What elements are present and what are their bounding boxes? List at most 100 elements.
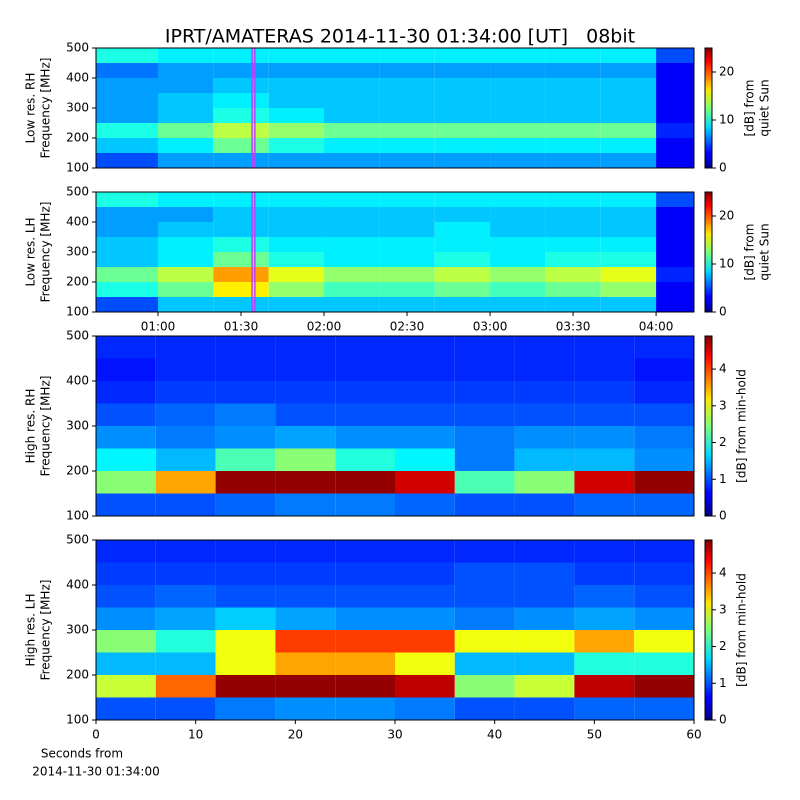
heatmap-cell bbox=[96, 297, 158, 312]
heatmap-cell bbox=[268, 108, 325, 123]
heatmap-cell bbox=[545, 297, 601, 312]
colorbar-label: [dB] from min-hold bbox=[735, 369, 749, 483]
heatmap-cell bbox=[157, 207, 214, 222]
heatmap-cell bbox=[155, 448, 216, 471]
y-tick-label: 100 bbox=[66, 161, 89, 175]
heatmap-cell bbox=[454, 562, 515, 585]
heatmap-cell bbox=[157, 237, 214, 252]
colorbar-tick-label: 1 bbox=[719, 676, 727, 690]
colorbar-tick-label: 2 bbox=[719, 435, 727, 449]
heatmap-cell bbox=[454, 336, 515, 359]
heatmap-cell bbox=[434, 282, 491, 297]
x-tick-label: 0 bbox=[92, 728, 100, 742]
heatmap-cell bbox=[514, 493, 575, 516]
heatmap-cell bbox=[454, 448, 515, 471]
y-tick-label: 400 bbox=[66, 71, 89, 85]
heatmap-cell bbox=[215, 607, 276, 630]
heatmap-cell bbox=[454, 652, 515, 675]
heatmap-cell bbox=[574, 652, 635, 675]
heatmap-cell bbox=[215, 426, 276, 449]
heatmap-cell bbox=[634, 493, 694, 516]
y-axis-label: Frequency [MHz] bbox=[39, 202, 53, 303]
heatmap-cell bbox=[213, 207, 269, 222]
heatmap-cell bbox=[634, 403, 694, 426]
heatmap-cell bbox=[155, 540, 216, 563]
heatmap-cell bbox=[545, 78, 601, 93]
heatmap-cell bbox=[379, 138, 435, 153]
heatmap-cell bbox=[395, 630, 455, 653]
heatmap-cell bbox=[96, 63, 158, 78]
heatmap-cell bbox=[656, 138, 694, 153]
heatmap-cell bbox=[600, 297, 657, 312]
heatmap-cell bbox=[490, 192, 546, 207]
heatmap-cell bbox=[155, 675, 216, 698]
heatmap-cell bbox=[213, 252, 269, 267]
heatmap-cell bbox=[545, 108, 601, 123]
heatmap-cell bbox=[275, 585, 336, 608]
heatmap-cell bbox=[395, 381, 455, 404]
heatmap-cell bbox=[514, 403, 575, 426]
x-tick-label: 04:00 bbox=[639, 320, 674, 334]
heatmap-cell bbox=[213, 63, 269, 78]
heatmap-cell bbox=[379, 48, 435, 63]
heatmap-cell bbox=[600, 78, 657, 93]
y-tick-label: 500 bbox=[66, 533, 89, 547]
heatmap-cell bbox=[395, 540, 455, 563]
heatmap-cell bbox=[275, 562, 336, 585]
heatmap-cell bbox=[634, 381, 694, 404]
heatmap-cell bbox=[275, 652, 336, 675]
heatmap-cell bbox=[155, 630, 216, 653]
heatmap-cell bbox=[454, 697, 515, 720]
heatmap-cell bbox=[324, 48, 380, 63]
heatmap-cell bbox=[324, 297, 380, 312]
heatmap-cell bbox=[324, 237, 380, 252]
heatmap-cell bbox=[379, 237, 435, 252]
heatmap-cell bbox=[335, 585, 395, 608]
heatmap-cell bbox=[574, 540, 635, 563]
heatmap-cell bbox=[157, 252, 214, 267]
colorbar-tick-label: 4 bbox=[719, 362, 727, 376]
heatmap-cell bbox=[379, 78, 435, 93]
heatmap-cell bbox=[275, 540, 336, 563]
heatmap-cell bbox=[215, 630, 276, 653]
heatmap-cell bbox=[96, 540, 156, 563]
heatmap-cell bbox=[215, 471, 276, 494]
heatmap-cell bbox=[634, 448, 694, 471]
x-tick-label: 50 bbox=[587, 728, 602, 742]
heatmap-cell bbox=[324, 108, 380, 123]
heatmap-cell bbox=[545, 207, 601, 222]
heatmap-cell bbox=[379, 282, 435, 297]
heatmap-cell bbox=[574, 585, 635, 608]
heatmap-cell bbox=[215, 540, 276, 563]
heatmap-cell bbox=[395, 675, 455, 698]
heatmap-cell bbox=[275, 471, 336, 494]
heatmap-cell bbox=[213, 222, 269, 237]
heatmap-cell bbox=[490, 222, 546, 237]
x-tick-label: 03:00 bbox=[473, 320, 508, 334]
heatmap-cell bbox=[96, 585, 156, 608]
heatmap-cell bbox=[490, 123, 546, 138]
y-axis-label: Frequency [MHz] bbox=[39, 376, 53, 477]
colorbar bbox=[704, 335, 713, 517]
heatmap-cell bbox=[600, 48, 657, 63]
heatmap-cell bbox=[335, 358, 395, 381]
heatmap-cell bbox=[574, 336, 635, 359]
heatmap-cell bbox=[213, 237, 269, 252]
heatmap-cell bbox=[600, 282, 657, 297]
heatmap-cell bbox=[215, 675, 276, 698]
heatmap-cell bbox=[574, 607, 635, 630]
heatmap-cell bbox=[600, 108, 657, 123]
heatmap-cell bbox=[268, 252, 325, 267]
heatmap-cell bbox=[490, 108, 546, 123]
heatmap-cell bbox=[379, 153, 435, 168]
heatmap-cell bbox=[545, 63, 601, 78]
heatmap-cell bbox=[275, 381, 336, 404]
heatmap-cell bbox=[215, 585, 276, 608]
y-tick-label: 300 bbox=[66, 419, 89, 433]
x-tick-label: 20 bbox=[288, 728, 303, 742]
heatmap-cell bbox=[490, 282, 546, 297]
colorbar-tick-label: 20 bbox=[719, 209, 734, 223]
heatmap-cell bbox=[434, 237, 491, 252]
heatmap-cell bbox=[574, 426, 635, 449]
heatmap-cell bbox=[600, 237, 657, 252]
